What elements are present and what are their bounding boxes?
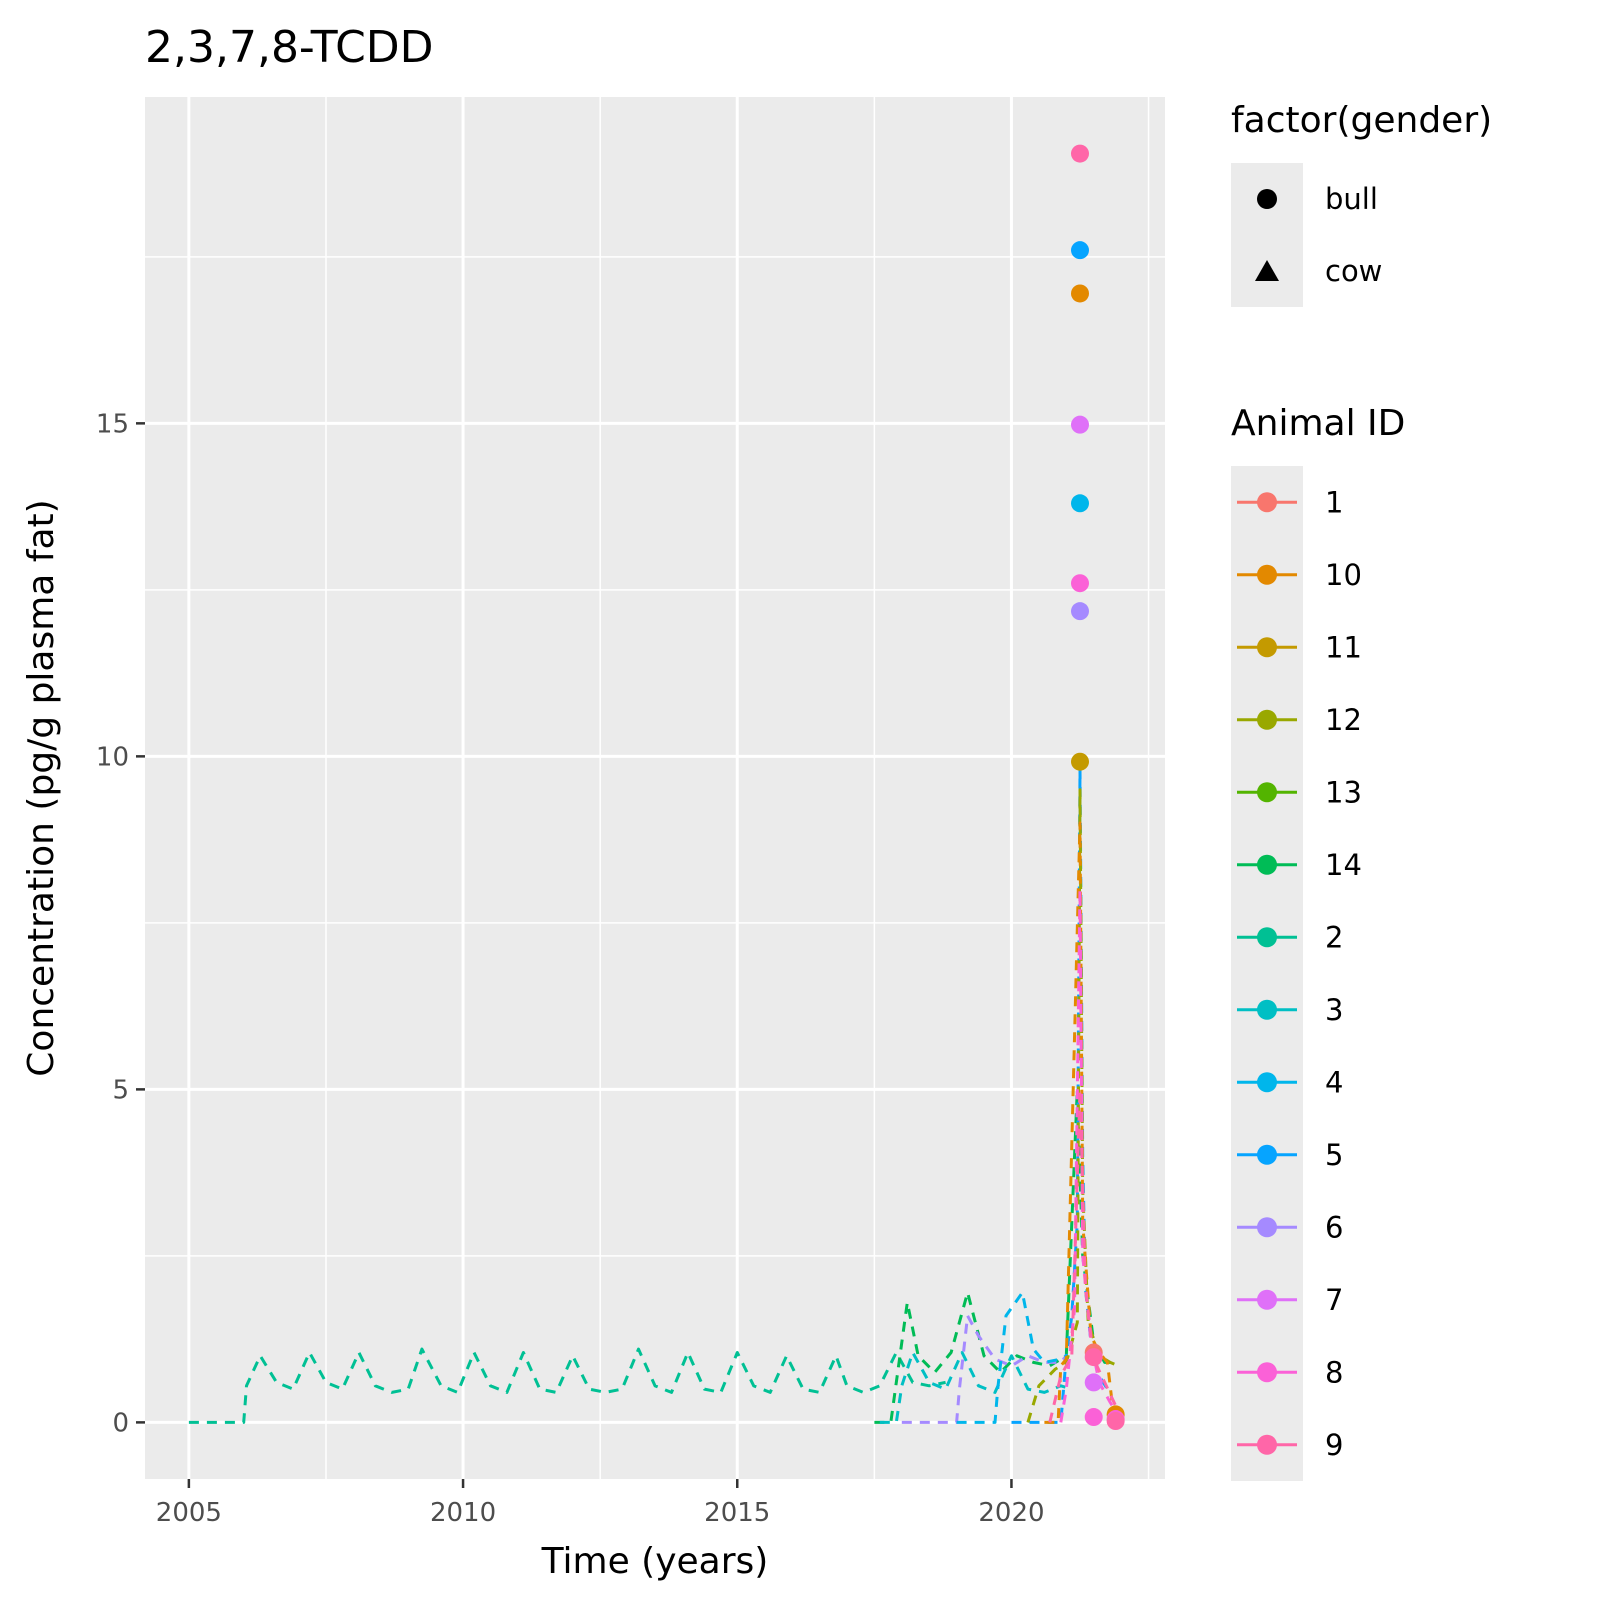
x-tick-label: 2005	[156, 1498, 222, 1528]
color-legend-label: 3	[1325, 993, 1343, 1027]
x-tick-label: 2020	[978, 1498, 1044, 1528]
minor-gridlines	[145, 97, 1165, 1479]
color-legend: Animal ID 1 10 11 12 13 14 2 3 4 5 6 7 8 9	[1231, 403, 1405, 1481]
y-tick-label: 15	[96, 409, 129, 439]
color-legend-label: 1	[1325, 485, 1343, 519]
color-legend-label: 8	[1325, 1355, 1343, 1389]
data-point-9	[1071, 144, 1089, 163]
series-line-2	[188, 1347, 946, 1424]
x-axis-title: Time (years)	[541, 1541, 769, 1582]
x-tick-label: 2010	[430, 1498, 496, 1528]
legend-circle-icon	[1257, 189, 1277, 209]
color-legend-label: 10	[1325, 558, 1362, 592]
shape-legend-title: factor(gender)	[1231, 100, 1492, 141]
y-axis: 0 5 10 15	[96, 409, 145, 1438]
legend-point-swatch	[1257, 854, 1277, 875]
data-point-4	[1071, 494, 1089, 513]
color-legend-label: 12	[1325, 703, 1362, 737]
legend-point-swatch	[1257, 1217, 1277, 1238]
x-axis: 2005 2010 2015 2020	[156, 1479, 1045, 1528]
series-lines	[188, 768, 1120, 1424]
color-legend-label: 9	[1325, 1428, 1343, 1462]
legend-point-swatch	[1257, 637, 1277, 658]
color-legend-title: Animal ID	[1231, 403, 1405, 444]
series-line-3	[879, 1351, 1073, 1424]
x-tick-label: 2015	[704, 1498, 770, 1528]
legend-point-swatch	[1257, 709, 1277, 730]
legend-point-swatch	[1257, 1434, 1277, 1455]
color-legend-label: 11	[1325, 630, 1362, 664]
legend-point-swatch	[1257, 1289, 1277, 1310]
color-legend-label: 13	[1325, 775, 1362, 809]
major-gridlines	[145, 97, 1165, 1479]
data-point-8	[1084, 1408, 1103, 1427]
data-point-6	[1071, 602, 1089, 621]
shape-legend-keys-bg	[1231, 163, 1303, 307]
legend-point-swatch	[1257, 927, 1277, 948]
legend-point-swatch	[1257, 564, 1277, 585]
color-legend-keys-bg	[1231, 466, 1303, 1481]
shape-legend-label: cow	[1325, 254, 1382, 288]
data-point-9	[1106, 1412, 1125, 1431]
data-point-7	[1071, 415, 1089, 434]
series-line-9	[1048, 1087, 1120, 1423]
color-legend-label: 4	[1325, 1065, 1343, 1099]
data-point-7	[1084, 1373, 1103, 1392]
legend-point-swatch	[1257, 1144, 1277, 1165]
color-legend-label: 7	[1325, 1283, 1343, 1317]
data-point-10	[1071, 284, 1089, 303]
data-point-8	[1071, 574, 1089, 593]
shape-legend-label: bull	[1325, 182, 1378, 216]
legend-point-swatch	[1257, 492, 1277, 513]
y-tick-label: 10	[96, 742, 129, 772]
color-legend-label: 5	[1325, 1138, 1343, 1172]
plot-panel	[145, 97, 1165, 1479]
data-point-5	[1071, 241, 1089, 260]
y-tick-label: 5	[112, 1075, 129, 1105]
legend-point-swatch	[1257, 1362, 1277, 1383]
legend-triangle-icon	[1255, 260, 1279, 281]
data-point-9	[1084, 1348, 1103, 1367]
color-legend-label: 2	[1325, 920, 1343, 954]
series-line-12	[1026, 788, 1119, 1423]
legend-point-swatch	[1257, 782, 1277, 803]
y-axis-title: Concentration (pg/g plasma fat)	[21, 499, 62, 1076]
color-legend-label: 6	[1325, 1210, 1343, 1244]
legend-point-swatch	[1257, 1072, 1277, 1093]
chart-title: 2,3,7,8-TCDD	[145, 22, 434, 73]
point-marks	[1071, 144, 1125, 1431]
legend-point-swatch	[1257, 999, 1277, 1020]
color-legend-label: 14	[1325, 848, 1362, 882]
shape-legend: factor(gender) bull cow	[1231, 100, 1492, 307]
y-tick-label: 0	[112, 1408, 129, 1438]
data-point-11	[1071, 752, 1089, 771]
series-line-4	[956, 1291, 1068, 1424]
